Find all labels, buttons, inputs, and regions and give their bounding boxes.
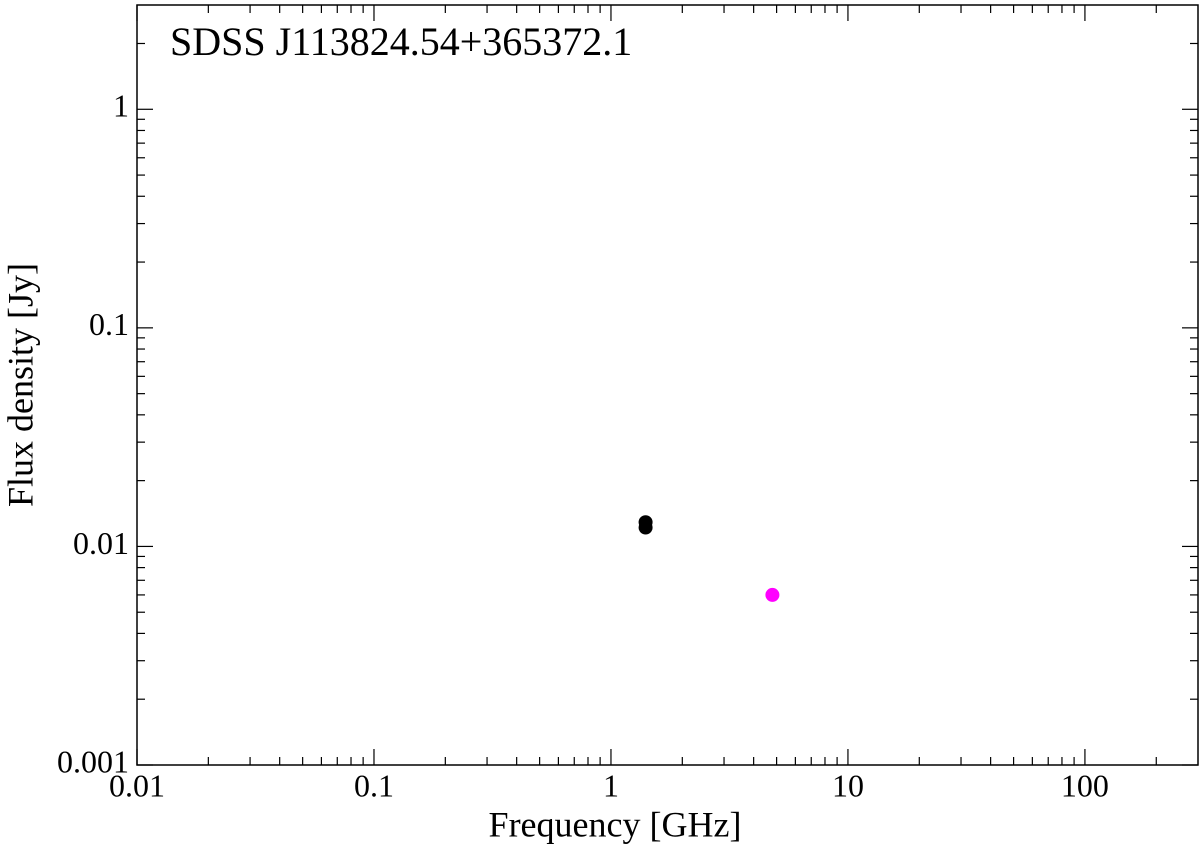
y-axis-label: Flux density [Jy] [0,263,40,507]
x-tick-label: 0.01 [109,767,165,803]
point [765,587,780,602]
y-tick-label: 0.1 [89,306,129,342]
point [638,515,653,530]
x-tick-label: 0.1 [354,767,394,803]
y-tick-label: 0.01 [73,525,129,561]
x-tick-label: 100 [1061,767,1109,803]
chart-title: SDSS J113824.54+365372.1 [170,19,632,64]
y-tick-label: 0.001 [57,743,129,779]
x-axis-label: Frequency [GHz] [489,804,742,844]
x-tick-label: 10 [832,767,864,803]
x-tick-label: 1 [603,767,619,803]
y-tick-label: 1 [113,88,129,124]
plot-frame [136,4,1199,766]
